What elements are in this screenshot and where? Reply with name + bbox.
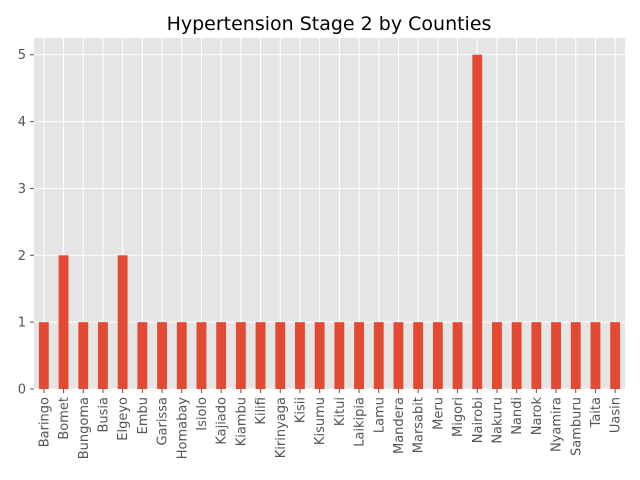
y-tick-label: 1 — [18, 316, 26, 331]
x-tick-label-lamu: Lamu — [372, 397, 387, 433]
y-tick-label: 5 — [18, 48, 26, 63]
y-tick-label: 4 — [18, 115, 26, 130]
x-tick-label-migori: Migori — [451, 397, 466, 437]
bar-bomet — [58, 255, 69, 389]
x-tick-label-busia: Busia — [96, 397, 111, 433]
x-tick-label-nyamira: Nyamira — [550, 397, 565, 452]
bars — [38, 54, 621, 389]
bar-samburu — [570, 322, 581, 389]
bar-bungoma — [78, 322, 89, 389]
x-tick-label-kilifi: Kilifi — [254, 397, 269, 425]
x-tick-label-mandera: Mandera — [392, 397, 407, 454]
bar-narok — [531, 322, 542, 389]
x-tick-label-kiambu: Kiambu — [234, 397, 249, 446]
x-tick-label-taita: Taita — [589, 397, 604, 428]
x-tick-label-garissa: Garissa — [156, 397, 171, 446]
x-tick-label-uasin: Uasin — [609, 397, 624, 433]
x-tick-label-marsabit: Marsabit — [412, 397, 427, 453]
bar-elgeyo — [117, 255, 128, 389]
x-tick-label-nandi: Nandi — [510, 397, 525, 435]
bar-taita — [590, 322, 601, 389]
bar-nandi — [511, 322, 522, 389]
bar-kiambu — [235, 322, 246, 389]
x-tick-label-kisumu: Kisumu — [313, 397, 328, 445]
x-tick-label-narok: Narok — [530, 397, 545, 436]
x-tick-label-nakuru: Nakuru — [490, 397, 505, 444]
x-tick-label-embu: Embu — [136, 397, 151, 434]
y-axis: 0 1 2 3 4 5 — [18, 48, 34, 398]
x-tick-label-elgeyo: Elgeyo — [116, 397, 131, 441]
bar-mandera — [393, 322, 404, 389]
bar-kitui — [334, 322, 345, 389]
bar-kilifi — [255, 322, 266, 389]
x-tick-label-nairobi: Nairobi — [471, 397, 486, 443]
bar-homabay — [176, 322, 187, 389]
y-tick-label: 3 — [18, 182, 26, 197]
bar-marsabit — [413, 322, 424, 389]
bar-migori — [452, 322, 463, 389]
x-tick-label-homabay: Homabay — [175, 397, 190, 460]
chart-title: Hypertension Stage 2 by Counties — [167, 13, 492, 35]
x-tick-label-kirinyaga: Kirinyaga — [274, 397, 289, 458]
x-tick-label-baringo: Baringo — [37, 397, 52, 447]
bar-isiolo — [196, 322, 207, 389]
bar-nyamira — [551, 322, 561, 389]
x-tick-label-kitui: Kitui — [333, 397, 348, 426]
bar-baringo — [38, 322, 49, 389]
x-tick-label-bomet: Bomet — [57, 397, 72, 440]
x-tick-label-bungoma: Bungoma — [77, 397, 92, 459]
bar-lamu — [373, 322, 384, 389]
x-tick-label-meru: Meru — [431, 397, 446, 430]
bar-laikipia — [354, 322, 364, 389]
bar-kirinyaga — [275, 322, 286, 389]
bar-uasin — [610, 322, 621, 389]
bar-kajiado — [216, 322, 227, 389]
x-tick-label-isiolo: Isiolo — [195, 397, 210, 431]
x-tick-label-samburu: Samburu — [569, 397, 584, 456]
bar-nairobi — [472, 54, 483, 389]
x-axis: Baringo Bomet Bungoma Busia Elgeyo Embu Gariss… — [37, 389, 624, 460]
x-tick-label-kajiado: Kajiado — [215, 397, 230, 445]
y-tick-label: 0 — [18, 383, 26, 398]
x-tick-label-kisii: Kisii — [293, 397, 308, 423]
plot-area — [34, 38, 625, 389]
bar-garissa — [157, 322, 167, 389]
bar-embu — [137, 322, 148, 389]
bar-kisumu — [314, 322, 325, 389]
y-tick-label: 2 — [18, 249, 26, 264]
bar-nakuru — [492, 322, 502, 389]
bar-busia — [98, 322, 108, 389]
bar-kisii — [295, 322, 305, 389]
x-tick-label-laikipia: Laikipia — [353, 397, 368, 447]
bar-meru — [432, 322, 443, 389]
